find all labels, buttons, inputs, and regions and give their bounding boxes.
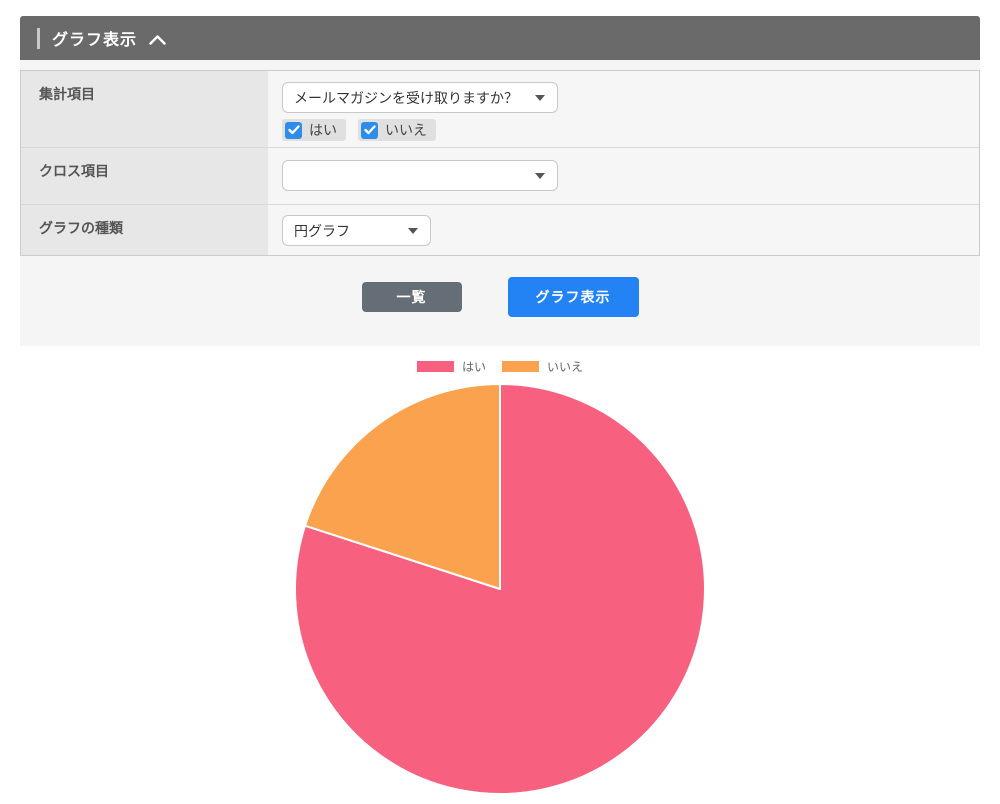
aggregation-select[interactable]: メールマガジンを受け取りますか？ (282, 82, 558, 113)
pie-slice-いいえ[interactable] (304, 383, 501, 590)
answer-checkbox-group: はい いいえ (282, 119, 979, 141)
graph-type-select-value: 円グラフ (294, 222, 350, 239)
caret-down-icon (408, 227, 418, 234)
legend-label: はい (461, 359, 486, 374)
form-row-graph-type: グラフの種類 円グラフ (21, 205, 979, 255)
aggregation-content: メールマガジンを受け取りますか？ はい (268, 71, 979, 147)
chevron-up-icon[interactable] (149, 34, 166, 45)
legend-swatch (502, 360, 539, 372)
checkbox-hai[interactable]: はい (282, 119, 346, 141)
legend-swatch (416, 360, 454, 372)
checkbox-checked-icon[interactable] (361, 121, 378, 139)
chart-area: はい いいえ (0, 346, 1000, 797)
legend-item-iie[interactable]: いいえ (502, 358, 583, 375)
form-table: 集計項目 メールマガジンを受け取りますか？ はい (20, 70, 980, 256)
panel-header[interactable]: グラフ表示 (20, 16, 980, 60)
graph-type-select[interactable]: 円グラフ (282, 215, 431, 246)
form-row-aggregation: 集計項目 メールマガジンを受け取りますか？ はい (21, 71, 979, 148)
legend-item-hai[interactable]: はい (416, 358, 486, 375)
page: グラフ表示 集計項目 メールマガジンを受け取りますか？ (0, 16, 1000, 804)
cross-select[interactable] (282, 160, 558, 191)
pie-chart (0, 381, 1000, 797)
checkbox-label: はい (309, 122, 337, 138)
graph-type-content: 円グラフ (268, 205, 979, 255)
legend-label: いいえ (547, 359, 584, 374)
action-buttons: 一覧 グラフ表示 (20, 256, 980, 346)
graph-settings-section: 集計項目 メールマガジンを受け取りますか？ はい (20, 60, 980, 346)
graph-type-label: グラフの種類 (21, 205, 268, 255)
aggregation-label: 集計項目 (21, 71, 268, 147)
caret-down-icon (535, 172, 545, 179)
accent-bar (37, 27, 40, 49)
list-button[interactable]: 一覧 (361, 282, 462, 312)
checkbox-checked-icon[interactable] (285, 121, 302, 139)
cross-content (268, 148, 979, 204)
caret-down-icon (535, 94, 545, 101)
aggregation-select-value: メールマガジンを受け取りますか？ (294, 89, 518, 106)
cross-label: クロス項目 (21, 148, 268, 204)
checkbox-iie[interactable]: いいえ (358, 119, 436, 141)
chart-legend: はい いいえ (0, 358, 1000, 375)
show-graph-button[interactable]: グラフ表示 (507, 277, 639, 317)
pie-chart-svg (294, 383, 706, 795)
form-row-cross: クロス項目 (21, 148, 979, 205)
checkbox-label: いいえ (385, 122, 427, 138)
panel-title: グラフ表示 (52, 32, 138, 49)
